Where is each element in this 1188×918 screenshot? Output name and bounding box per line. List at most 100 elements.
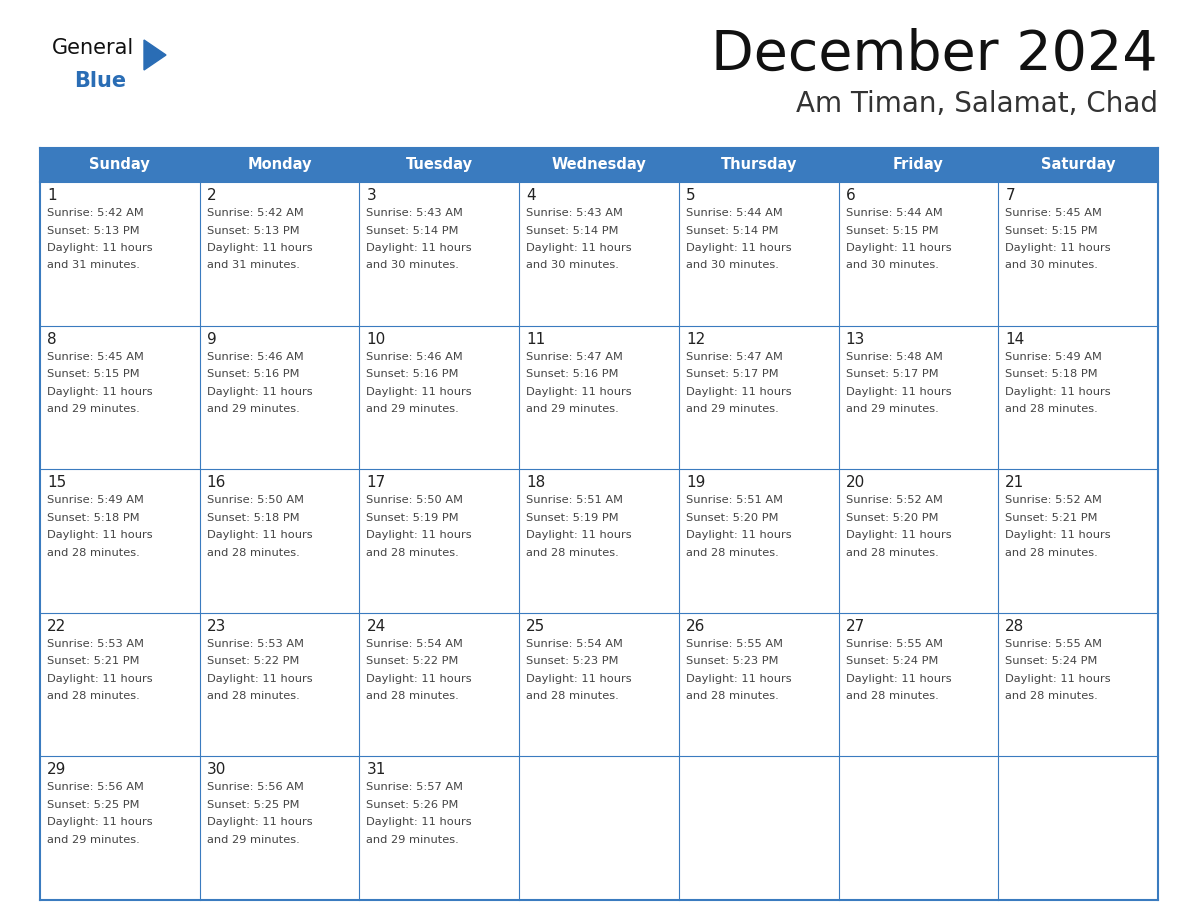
Text: Sunrise: 5:54 AM: Sunrise: 5:54 AM	[526, 639, 623, 649]
Text: 19: 19	[685, 476, 706, 490]
Bar	[839, 469, 998, 613]
Bar	[360, 613, 519, 756]
Text: and 28 minutes.: and 28 minutes.	[207, 548, 299, 558]
Text: Daylight: 11 hours: Daylight: 11 hours	[685, 531, 791, 540]
Text: Sunset: 5:18 PM: Sunset: 5:18 PM	[1005, 369, 1098, 379]
Text: Sunrise: 5:53 AM: Sunrise: 5:53 AM	[48, 639, 144, 649]
Text: Daylight: 11 hours: Daylight: 11 hours	[366, 817, 472, 827]
Text: Daylight: 11 hours: Daylight: 11 hours	[366, 674, 472, 684]
Text: Daylight: 11 hours: Daylight: 11 hours	[846, 531, 952, 540]
Text: Sunrise: 5:55 AM: Sunrise: 5:55 AM	[685, 639, 783, 649]
Bar	[40, 469, 200, 613]
Text: Wednesday: Wednesday	[551, 158, 646, 173]
Text: Daylight: 11 hours: Daylight: 11 hours	[207, 531, 312, 540]
Text: Sunrise: 5:46 AM: Sunrise: 5:46 AM	[207, 352, 303, 362]
Bar	[519, 613, 678, 756]
Text: Sunset: 5:25 PM: Sunset: 5:25 PM	[207, 800, 299, 810]
Text: Sunset: 5:19 PM: Sunset: 5:19 PM	[366, 512, 459, 522]
Text: and 28 minutes.: and 28 minutes.	[526, 548, 619, 558]
Text: Daylight: 11 hours: Daylight: 11 hours	[1005, 243, 1111, 253]
Text: Sunset: 5:14 PM: Sunset: 5:14 PM	[366, 226, 459, 236]
Bar	[200, 326, 360, 469]
Text: Sunrise: 5:51 AM: Sunrise: 5:51 AM	[685, 495, 783, 505]
Text: and 28 minutes.: and 28 minutes.	[1005, 404, 1098, 414]
Bar	[678, 148, 839, 182]
Text: Daylight: 11 hours: Daylight: 11 hours	[1005, 386, 1111, 397]
Bar	[519, 326, 678, 469]
Text: 3: 3	[366, 188, 377, 203]
Text: Daylight: 11 hours: Daylight: 11 hours	[366, 386, 472, 397]
Text: Sunset: 5:23 PM: Sunset: 5:23 PM	[526, 656, 619, 666]
Bar	[678, 756, 839, 900]
Text: Sunrise: 5:55 AM: Sunrise: 5:55 AM	[846, 639, 942, 649]
Text: Sunset: 5:19 PM: Sunset: 5:19 PM	[526, 512, 619, 522]
Text: Sunset: 5:23 PM: Sunset: 5:23 PM	[685, 656, 778, 666]
Bar	[839, 182, 998, 326]
Polygon shape	[144, 40, 166, 70]
Text: Daylight: 11 hours: Daylight: 11 hours	[207, 674, 312, 684]
Bar	[839, 148, 998, 182]
Text: 24: 24	[366, 619, 386, 633]
Text: December 2024: December 2024	[712, 28, 1158, 82]
Text: Daylight: 11 hours: Daylight: 11 hours	[685, 674, 791, 684]
Text: Sunset: 5:25 PM: Sunset: 5:25 PM	[48, 800, 139, 810]
Text: Daylight: 11 hours: Daylight: 11 hours	[48, 817, 152, 827]
Text: 23: 23	[207, 619, 226, 633]
Bar	[839, 326, 998, 469]
Text: 31: 31	[366, 763, 386, 778]
Bar	[519, 469, 678, 613]
Bar	[839, 613, 998, 756]
Bar	[519, 148, 678, 182]
Bar	[200, 469, 360, 613]
Text: 11: 11	[526, 331, 545, 347]
Text: Sunset: 5:13 PM: Sunset: 5:13 PM	[48, 226, 140, 236]
Text: and 31 minutes.: and 31 minutes.	[207, 261, 299, 271]
Text: 18: 18	[526, 476, 545, 490]
Bar	[998, 613, 1158, 756]
Bar	[998, 182, 1158, 326]
Bar	[40, 326, 200, 469]
Text: Am Timan, Salamat, Chad: Am Timan, Salamat, Chad	[796, 90, 1158, 118]
Text: Sunrise: 5:56 AM: Sunrise: 5:56 AM	[48, 782, 144, 792]
Text: Sunset: 5:20 PM: Sunset: 5:20 PM	[846, 512, 939, 522]
Text: Daylight: 11 hours: Daylight: 11 hours	[846, 386, 952, 397]
Text: 29: 29	[48, 763, 67, 778]
Text: Sunrise: 5:51 AM: Sunrise: 5:51 AM	[526, 495, 624, 505]
Text: 6: 6	[846, 188, 855, 203]
Bar	[998, 469, 1158, 613]
Text: Sunset: 5:22 PM: Sunset: 5:22 PM	[366, 656, 459, 666]
Text: Daylight: 11 hours: Daylight: 11 hours	[526, 531, 632, 540]
Bar	[678, 326, 839, 469]
Text: Sunrise: 5:44 AM: Sunrise: 5:44 AM	[846, 208, 942, 218]
Text: Daylight: 11 hours: Daylight: 11 hours	[526, 386, 632, 397]
Text: and 28 minutes.: and 28 minutes.	[526, 691, 619, 701]
Text: Sunrise: 5:42 AM: Sunrise: 5:42 AM	[207, 208, 303, 218]
Text: Sunrise: 5:43 AM: Sunrise: 5:43 AM	[526, 208, 623, 218]
Text: 30: 30	[207, 763, 226, 778]
Text: 7: 7	[1005, 188, 1015, 203]
Text: Sunset: 5:22 PM: Sunset: 5:22 PM	[207, 656, 299, 666]
Text: Sunrise: 5:57 AM: Sunrise: 5:57 AM	[366, 782, 463, 792]
Text: Daylight: 11 hours: Daylight: 11 hours	[685, 243, 791, 253]
Bar	[678, 469, 839, 613]
Text: Sunset: 5:26 PM: Sunset: 5:26 PM	[366, 800, 459, 810]
Text: and 29 minutes.: and 29 minutes.	[366, 834, 460, 845]
Text: 13: 13	[846, 331, 865, 347]
Text: Sunset: 5:21 PM: Sunset: 5:21 PM	[48, 656, 139, 666]
Text: Tuesday: Tuesday	[406, 158, 473, 173]
Text: and 30 minutes.: and 30 minutes.	[366, 261, 460, 271]
Bar	[40, 756, 200, 900]
Bar	[998, 148, 1158, 182]
Text: 17: 17	[366, 476, 386, 490]
Text: and 28 minutes.: and 28 minutes.	[846, 548, 939, 558]
Text: Sunset: 5:24 PM: Sunset: 5:24 PM	[846, 656, 939, 666]
Bar	[360, 756, 519, 900]
Text: and 29 minutes.: and 29 minutes.	[526, 404, 619, 414]
Bar	[839, 756, 998, 900]
Text: 21: 21	[1005, 476, 1024, 490]
Text: and 29 minutes.: and 29 minutes.	[366, 404, 460, 414]
Text: Daylight: 11 hours: Daylight: 11 hours	[207, 243, 312, 253]
Text: Daylight: 11 hours: Daylight: 11 hours	[366, 531, 472, 540]
Text: Sunrise: 5:50 AM: Sunrise: 5:50 AM	[207, 495, 304, 505]
Text: 10: 10	[366, 331, 386, 347]
